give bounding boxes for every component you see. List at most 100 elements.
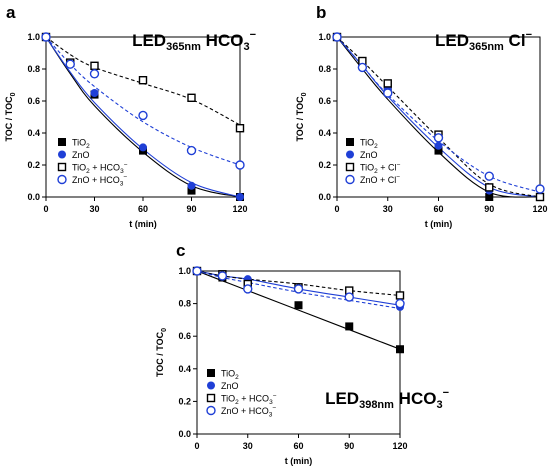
y-axis-label: TOC / TOC0 [295, 92, 308, 141]
y-tick-label: 0.8 [27, 64, 40, 74]
title-ion: HCO [201, 31, 244, 50]
fit-curve-2 [196, 270, 401, 297]
x-tick-label: 90 [186, 204, 196, 214]
legend-name-rest: + HCO [90, 163, 120, 173]
data-point-2 [187, 93, 196, 103]
y-tick-label: 0.6 [318, 96, 331, 106]
x-tick-label: 90 [344, 441, 354, 451]
y-tick-label: 1.0 [178, 266, 191, 276]
legend-name-sub: 2 [235, 399, 239, 406]
legend-marker-0 [207, 369, 215, 377]
fit-curve-0 [196, 270, 401, 350]
title-sub: 398nm [359, 399, 394, 411]
title-ion-sup: − [443, 387, 449, 399]
x-axis-label: t (min) [129, 219, 157, 229]
legend-name: TiO [72, 138, 86, 148]
y-axis-label-main: TOC / TOC [4, 96, 14, 142]
title-ion-sub: 3 [436, 399, 442, 411]
title-ion: HCO [394, 389, 437, 408]
panel-title: LED398nm HCO3− [325, 387, 449, 411]
fit-curve-2 [45, 36, 241, 126]
y-tick-label: 0.0 [178, 429, 191, 439]
legend-name: ZnO [221, 381, 239, 391]
title-sub: 365nm [166, 41, 201, 53]
data-point-3 [235, 160, 245, 170]
data-point-2 [138, 75, 148, 85]
data-point-2 [383, 79, 392, 88]
legend-name-rest: + Cl [378, 163, 397, 173]
data-point-3 [484, 171, 494, 181]
data-point-1 [434, 141, 443, 150]
title-main: LED [435, 31, 469, 50]
data-point-0 [345, 322, 354, 331]
title-ion-sup: − [526, 29, 532, 41]
panel-label: b [316, 3, 326, 22]
legend-ion-sup: − [272, 405, 276, 412]
legend-name-sub: 2 [86, 143, 90, 150]
x-tick-label: 90 [484, 204, 494, 214]
legend-name-sub: 2 [374, 143, 378, 150]
legend-name: ZnO [72, 150, 90, 160]
x-tick-label: 0 [194, 441, 199, 451]
legend-label-0: TiO2 [72, 138, 90, 151]
x-tick-label: 0 [43, 204, 48, 214]
data-point-2 [535, 192, 545, 202]
legend-marker-0 [346, 138, 354, 146]
legend-name-sub: 2 [86, 168, 90, 175]
legend-label-2: TiO2 + HCO3− [72, 162, 128, 176]
panel-label: c [176, 241, 185, 260]
legend-name-rest: + HCO [239, 394, 269, 404]
legend-marker-1 [58, 150, 66, 159]
legend-marker-2 [57, 162, 67, 172]
x-tick-label: 120 [232, 204, 247, 214]
data-point-3 [192, 266, 202, 276]
legend-ion-sub: 3 [269, 399, 273, 406]
data-point-3 [41, 32, 51, 42]
x-axis-label: t (min) [285, 456, 313, 466]
fit-curve-0 [336, 36, 541, 198]
y-axis-label: TOC / TOC0 [4, 92, 17, 141]
x-tick-label: 120 [532, 204, 547, 214]
data-point-0 [187, 186, 196, 195]
panel-b: b 0 30 60 90 120 0.0 0.2 0.4 0.6 0.8 1.0 t (min) TOC … [295, 3, 548, 229]
y-axis-label: TOC / TOC0 [155, 328, 168, 377]
legend-name: TiO [360, 138, 374, 148]
data-point-3 [138, 110, 148, 121]
y-tick-label: 0.8 [178, 299, 191, 309]
legend-name-rest: + HCO [239, 406, 269, 416]
legend-name: TiO [72, 163, 86, 173]
y-axis-label-main: TOC / TOC [295, 96, 305, 142]
y-axis-label-sub: 0 [301, 92, 308, 96]
data-point-3 [357, 62, 368, 73]
legend-marker-2 [345, 162, 355, 172]
x-tick-label: 30 [89, 204, 99, 214]
legend-name-sub: 2 [374, 168, 378, 175]
legend-ion-sub: 3 [120, 181, 124, 188]
fit-curve-2 [336, 36, 541, 198]
x-tick-label: 30 [243, 441, 253, 451]
legend-name: ZnO [221, 406, 239, 416]
legend-label-1: ZnO [72, 150, 90, 160]
y-tick-label: 0.2 [318, 160, 331, 170]
data-point-3 [383, 88, 393, 98]
data-point-2 [485, 183, 494, 192]
panel-title: LED365nm Cl− [435, 29, 532, 53]
data-point-2 [90, 61, 99, 70]
legend-name: TiO [221, 369, 235, 379]
legend-label-3: ZnO + HCO3− [72, 174, 127, 188]
data-point-0 [396, 345, 404, 354]
legend-label-0: TiO2 [360, 138, 378, 151]
x-tick-label: 60 [433, 204, 443, 214]
legend-marker-3 [206, 405, 216, 416]
y-axis-label-sub: 0 [10, 92, 17, 96]
title-main: LED [325, 389, 359, 408]
legend-name: TiO [360, 163, 374, 173]
y-tick-label: 0.4 [178, 364, 191, 374]
y-axis-label-main: TOC / TOC [155, 331, 165, 377]
data-point-2 [235, 123, 245, 133]
legend-name-sub: 2 [235, 374, 239, 381]
data-point-3 [433, 133, 444, 143]
legend-name: ZnO [360, 150, 378, 160]
data-point-3 [65, 59, 75, 69]
